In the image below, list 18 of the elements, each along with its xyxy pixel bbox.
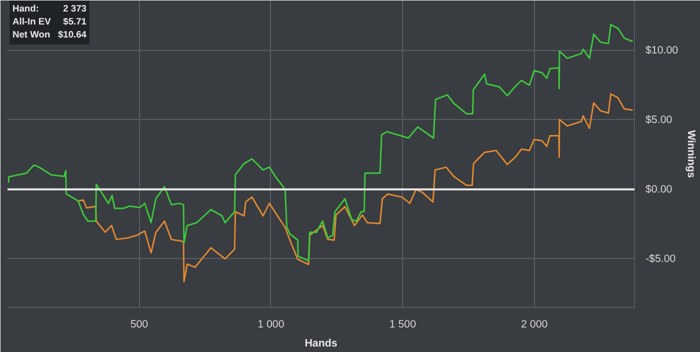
y-tick-label: $10.00 <box>646 44 678 57</box>
line-series <box>8 24 634 262</box>
annotation: $5.71 <box>63 16 86 26</box>
x-tick-label: 2 000 <box>521 318 548 330</box>
y-tick-label: -$5.00 <box>646 252 676 265</box>
x-axis-title: Hands <box>304 338 338 350</box>
line-series <box>77 93 634 282</box>
annotation: Hand: <box>12 4 39 14</box>
x-tick-label: 1 000 <box>258 318 284 330</box>
y-tick-label: $0.00 <box>646 183 672 196</box>
y-tick-label: $5.00 <box>646 114 672 126</box>
x-tick-label: 1 500 <box>389 318 416 330</box>
y-axis-title: Winnings <box>685 130 698 178</box>
annotation: Net Won <box>12 30 50 40</box>
annotation: $10.64 <box>58 30 88 40</box>
annotation: All-In EV <box>12 16 52 26</box>
annotation: 2 373 <box>63 4 86 14</box>
x-tick-label: 500 <box>130 318 148 330</box>
